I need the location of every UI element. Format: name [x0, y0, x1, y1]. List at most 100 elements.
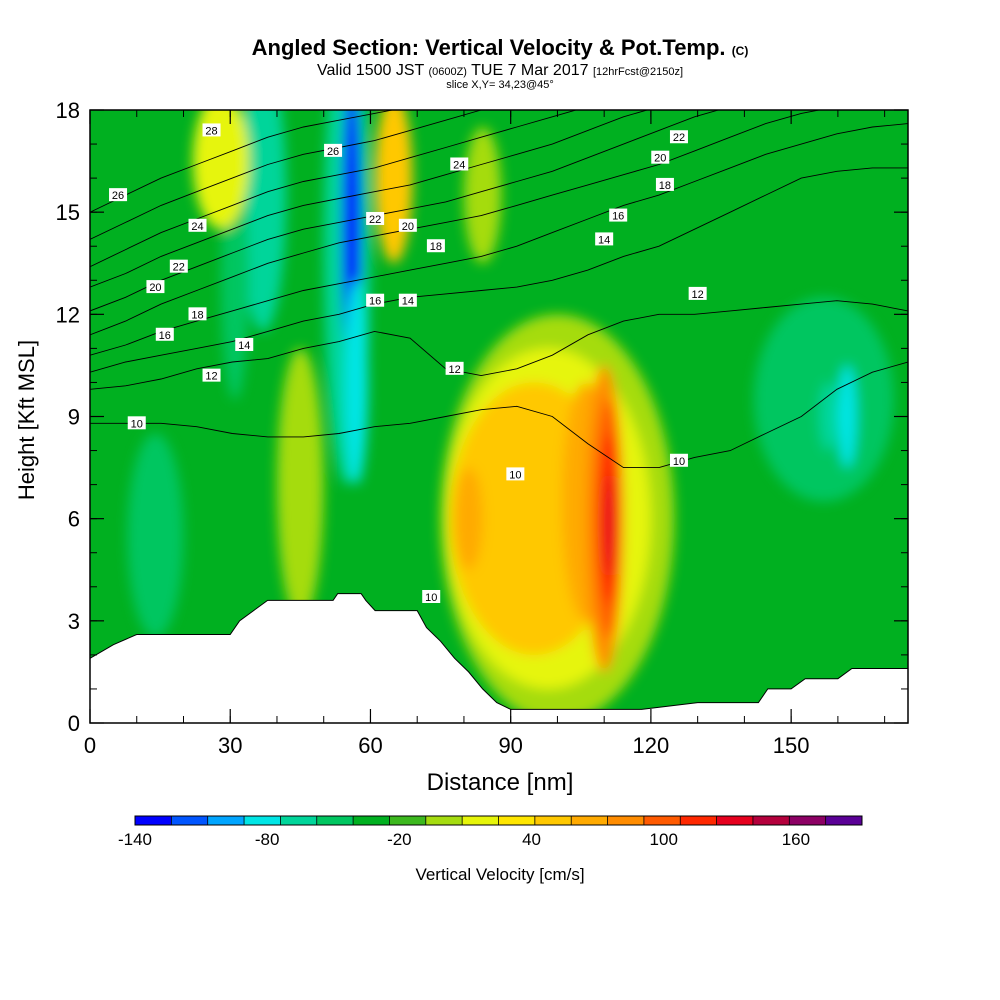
- y-tick-label: 6: [68, 507, 80, 532]
- contour-label-box: [202, 123, 221, 137]
- x-tick-label: 150: [773, 733, 810, 758]
- colorbar-label: Vertical Velocity [cm/s]: [415, 865, 584, 884]
- theta-contour-12: [90, 300, 908, 390]
- title-block: Angled Section: Vertical Velocity & Pot.…: [0, 36, 1000, 91]
- contour-label-box: [669, 453, 688, 467]
- contour-label: 10: [131, 418, 143, 430]
- contour-label-box: [366, 293, 385, 307]
- contour-label: 20: [654, 153, 666, 165]
- velocity-cell: [276, 348, 324, 621]
- contour-label: 10: [425, 592, 437, 604]
- valid-time: Valid 1500 JST: [316, 62, 424, 79]
- y-tick-label: 12: [56, 302, 80, 327]
- y-tick-label: 15: [56, 200, 80, 225]
- colorbar-tick-label: -80: [255, 830, 280, 849]
- y-axis-label: Height [Kft MSL]: [14, 340, 39, 500]
- contour-label: 20: [402, 221, 414, 233]
- colorbar-swatch: [825, 816, 863, 825]
- colorbar-tick-label: 100: [650, 830, 678, 849]
- contour-label: 10: [509, 469, 521, 481]
- valid-date: TUE 7 Mar 2017: [471, 62, 589, 79]
- contour-label: 24: [191, 221, 203, 233]
- theta-contour-24: [90, 110, 578, 268]
- x-tick-label: 120: [633, 733, 670, 758]
- contour-label-box: [595, 232, 614, 246]
- x-tick-label: 30: [218, 733, 242, 758]
- contour-label: 18: [659, 180, 671, 192]
- contour-label: 20: [149, 282, 161, 294]
- chart-title-unit: (C): [731, 44, 749, 58]
- x-tick-label: 60: [358, 733, 382, 758]
- contour-label-box: [324, 143, 343, 157]
- contour-label-box: [445, 361, 464, 375]
- contour-label-box: [188, 218, 207, 232]
- theta-contour-16: [90, 123, 908, 356]
- colorbar-swatch: [534, 816, 572, 825]
- colorbar-swatch: [498, 816, 536, 825]
- contour-label-box: [398, 218, 417, 232]
- theta-contour-28: [90, 110, 395, 213]
- theta-contours: [90, 110, 908, 469]
- contour-label: 24: [453, 159, 465, 171]
- colorbar-swatch: [353, 816, 390, 825]
- chart-subtitle: Valid 1500 JST (0600Z) TUE 7 Mar 2017 [1…: [0, 63, 1000, 80]
- contour-label: 22: [369, 214, 381, 226]
- contour-label-box: [155, 327, 174, 341]
- theta-contour-18: [90, 110, 822, 336]
- y-tick-label: 0: [68, 711, 80, 736]
- contour-label: 26: [327, 146, 339, 158]
- x-tick-label: 0: [84, 733, 96, 758]
- velocity-field: [90, 110, 908, 723]
- colorbar-swatch: [316, 816, 354, 825]
- y-tick-label: 3: [68, 609, 80, 634]
- colorbar-swatch: [207, 816, 245, 825]
- velocity-cell: [344, 280, 369, 485]
- terrain: [90, 593, 908, 723]
- contour-label: 12: [448, 364, 460, 376]
- contour-label: 18: [430, 241, 442, 253]
- theta-contour-20: [90, 110, 720, 312]
- velocity-cell: [837, 365, 857, 468]
- contour-label: 26: [112, 190, 124, 202]
- colorbar-tick-label: 40: [522, 830, 541, 849]
- slice-info: slice X,Y= 34,23@45°: [446, 79, 554, 91]
- colorbar-tick-label: -140: [118, 830, 152, 849]
- contour-label: 18: [191, 309, 203, 321]
- contour-label-box: [506, 467, 525, 481]
- contour-label-box: [398, 293, 417, 307]
- contour-label: 10: [673, 456, 685, 468]
- colorbar-swatch: [244, 816, 281, 825]
- colorbar-swatch: [680, 816, 718, 825]
- velocity-cell: [454, 467, 483, 570]
- contour-label: 16: [369, 296, 381, 308]
- colorbar-swatch: [607, 816, 645, 825]
- colorbar-tick-label: -20: [387, 830, 412, 849]
- colorbar: -140 -80 -20 40 100 160: [118, 815, 863, 849]
- velocity-cell: [603, 474, 615, 577]
- terrain-profile: [90, 593, 908, 723]
- contour-label-box: [188, 307, 207, 321]
- colorbar-swatch: [789, 816, 827, 825]
- contour-label-box: [669, 130, 688, 144]
- x-tick-label: 90: [498, 733, 522, 758]
- theta-contour-22: [90, 110, 649, 288]
- contour-label-box: [169, 259, 188, 273]
- contour-label-box: [235, 337, 254, 351]
- y-tick-label: 9: [68, 405, 80, 430]
- contour-label: 16: [612, 211, 624, 223]
- velocity-cell: [819, 382, 838, 451]
- theta-contour-26: [90, 110, 483, 240]
- contour-label: 14: [598, 234, 610, 246]
- contour-label: 22: [673, 132, 685, 144]
- velocity-cell: [239, 110, 287, 332]
- utc-time: (0600Z): [428, 66, 467, 78]
- contour-label-box: [651, 150, 670, 164]
- axes: 0 30 60 90 120 150 0 3 6 9 12 15 18: [56, 98, 908, 758]
- contour-label-box: [366, 211, 385, 225]
- contour-label-box: [127, 416, 146, 430]
- colorbar-swatch: [643, 816, 681, 825]
- contour-label: 22: [173, 262, 185, 274]
- x-axis-label: Distance [nm]: [427, 769, 574, 796]
- colorbar-swatch: [716, 816, 754, 825]
- theta-contour-10: [90, 361, 908, 469]
